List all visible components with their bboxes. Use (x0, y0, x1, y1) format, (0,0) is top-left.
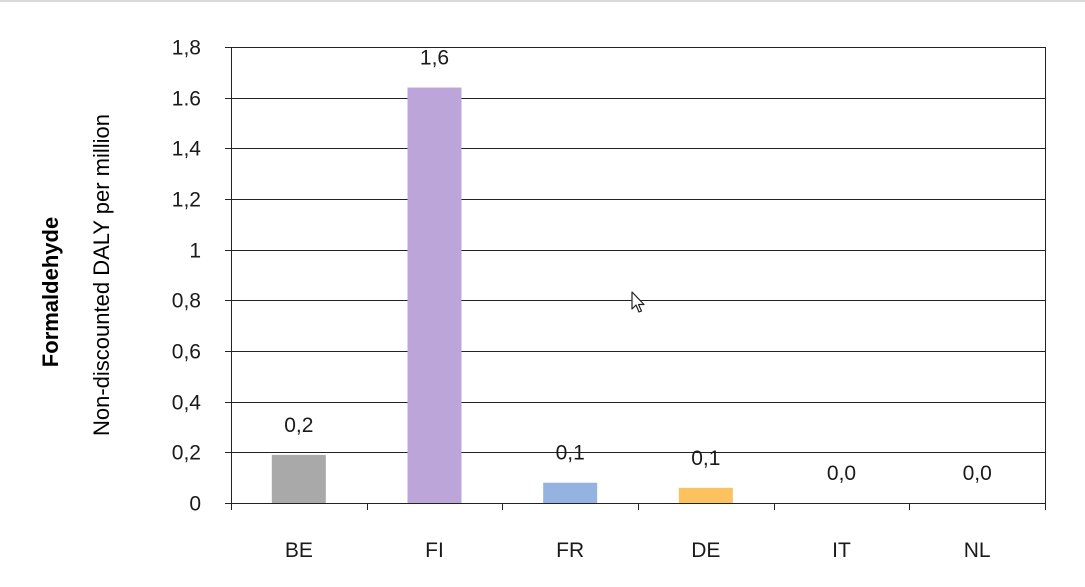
data-label-be: 0,2 (284, 414, 313, 437)
top-border (0, 0, 1085, 2)
y-tick-label: 1,4 (172, 138, 202, 161)
x-tick-label-nl: NL (964, 539, 991, 562)
data-labels: 0,2 1,6 0,1 0,1 0,0 0,0 (284, 47, 992, 485)
x-tick-label-be: BE (285, 539, 313, 562)
bar-fi (407, 87, 462, 504)
y-tick-label: 0,4 (172, 392, 202, 415)
y-axis-group-title: Formaldehyde (38, 217, 63, 367)
data-label-fi: 1,6 (420, 47, 449, 70)
y-tick-label: 1.6 (172, 88, 201, 111)
data-label-nl: 0,0 (963, 462, 992, 485)
data-label-it: 0,0 (827, 462, 856, 485)
mouse-cursor-icon (631, 291, 645, 313)
y-tick-label: 0 (189, 493, 201, 516)
x-tick-label-fi: FI (425, 539, 444, 562)
data-label-de: 0,1 (691, 447, 720, 470)
axes (225, 47, 1046, 510)
y-tick-label: 1,2 (172, 189, 201, 212)
x-tick-labels: BE FI FR DE IT NL (285, 539, 991, 562)
bar-fr (543, 482, 598, 503)
bar-be (271, 454, 326, 503)
y-tick-label: 0,6 (172, 341, 201, 364)
data-label-fr: 0,1 (556, 442, 585, 465)
y-tick-labels: 0 0,2 0,4 0,6 0,8 1 1,2 1,4 1.6 1,8 (172, 37, 202, 516)
bars (271, 87, 733, 504)
x-tick-label-de: DE (691, 539, 720, 562)
y-tick-label: 1 (189, 240, 201, 263)
bar-de (678, 487, 733, 503)
x-tick-label-it: IT (832, 539, 851, 562)
y-tick-label: 0,8 (172, 290, 201, 313)
gridlines (231, 47, 1045, 453)
x-tick-label-fr: FR (556, 539, 584, 562)
y-tick-label: 0,2 (172, 442, 201, 465)
y-axis-title: Non-discounted DALY per million (89, 114, 114, 436)
y-tick-label: 1,8 (172, 37, 201, 60)
